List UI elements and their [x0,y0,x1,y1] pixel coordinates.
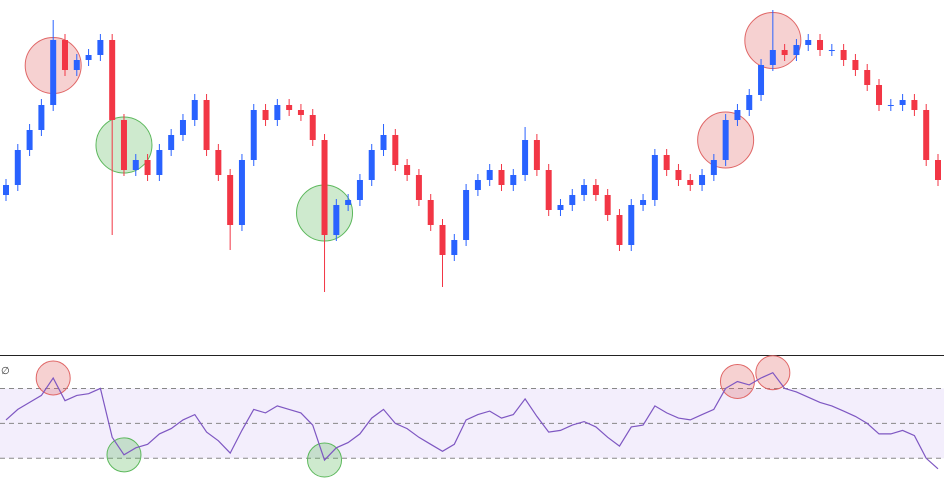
candle-body [203,100,210,150]
candle-body [840,50,847,60]
candle-body [781,50,788,55]
candle-body [380,135,387,150]
candle-body [404,165,411,175]
candle-body [144,160,151,175]
candle-body [581,185,588,195]
candle-body [876,85,883,105]
candle-body [50,40,57,105]
candle-body [510,175,517,185]
candle-body [14,150,21,185]
candle-body [415,175,422,200]
candle-body [297,110,304,115]
candle-body [179,120,186,135]
candle-body [451,240,458,255]
candle-body [710,160,717,175]
candle-body [427,200,434,225]
candle-body [132,160,139,170]
candle-body [286,105,293,110]
candle-body [628,205,635,245]
candle-body [109,40,116,120]
candle-body [569,195,576,205]
candle-body [262,110,269,120]
candle-body [392,135,399,165]
candle-body [805,40,812,45]
candle-body [333,205,340,235]
candle-body [699,175,706,185]
candle-body [309,115,316,140]
candle-body [852,60,859,70]
candle-body [522,140,529,175]
candle-body [97,40,104,55]
candle-body [828,50,835,51]
candle-body [935,160,941,180]
candle-body [238,160,245,225]
candle-body [250,110,257,160]
candle-body [651,155,658,200]
candle-body [911,100,918,110]
candle-body [557,205,564,210]
candle-body [899,100,906,105]
candle-body [356,180,363,200]
candle-body [923,110,930,160]
candle-body [215,150,222,175]
candle-body [758,65,765,95]
candle-body [663,155,670,170]
candle-body [486,170,493,180]
candle-body [3,185,9,195]
candle-body [191,100,198,120]
candle-body [640,200,647,205]
candle-body [793,45,800,55]
candle-body [545,170,552,210]
candle-body [592,185,599,195]
candle-body [73,60,80,70]
candle-body [120,120,127,170]
candle-body [769,50,776,65]
candle-body [368,150,375,180]
candle-body [864,70,871,85]
candle-body [463,190,470,240]
candle-body [26,130,33,150]
candle-body [533,140,540,170]
candle-body [734,110,741,120]
candle-body [321,140,328,235]
candle-body [817,40,824,50]
candle-body [168,135,175,150]
candle-body [61,40,68,70]
candle-body [474,180,481,190]
candle-body [498,170,505,185]
candle-body [227,175,234,225]
candle-body [38,105,45,130]
rsi-line [5,371,939,470]
candle-body [687,180,694,185]
candle-body [616,215,623,245]
candle-body [675,170,682,180]
candle-body [345,200,352,205]
candle-body [722,120,729,160]
candle-body [604,195,611,215]
candle-body [156,150,163,175]
candle-body [746,95,753,110]
candle-body [274,105,281,120]
candle-body [85,55,92,60]
candle-body [439,225,446,255]
indicator-label: ∅ [1,366,10,377]
candle-body [887,105,894,106]
